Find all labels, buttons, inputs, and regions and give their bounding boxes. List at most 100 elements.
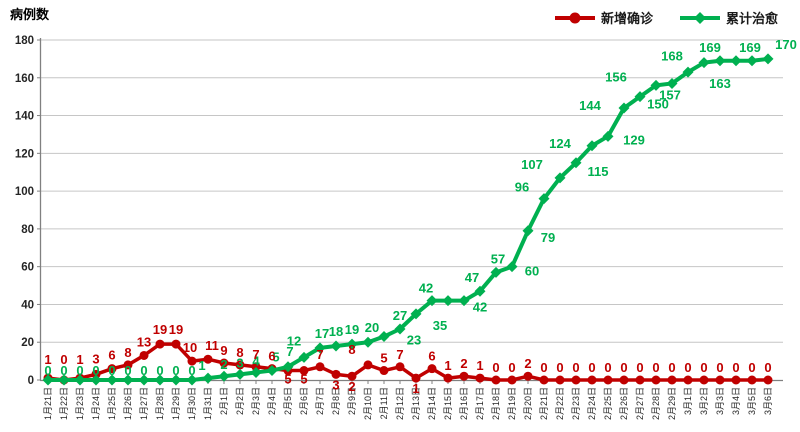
y-axis-tick-label: 20: [21, 337, 34, 349]
data-label-cumulative-cured: 0: [156, 363, 163, 378]
legend-marker-new-confirmed-icon: [554, 12, 595, 23]
data-point-marker-new-confirmed: [651, 375, 661, 385]
data-label-cumulative-cured: 0: [172, 363, 179, 378]
data-label-new-confirmed: 1: [76, 352, 83, 367]
chart-title: 病例数: [10, 7, 50, 22]
legend-label-cumulative-cured: 累计治愈: [725, 11, 778, 26]
data-label-cumulative-cured: 4: [252, 353, 260, 368]
x-axis-tick-label: 2月1日: [219, 387, 229, 415]
data-label-new-confirmed: 0: [588, 360, 595, 375]
data-point-marker-cumulative-cured: [170, 374, 182, 386]
x-axis-tick-label: 3月5日: [747, 387, 757, 415]
data-label-cumulative-cured: 144: [579, 98, 601, 113]
data-point-marker-cumulative-cured: [602, 130, 614, 142]
data-label-cumulative-cured: 42: [473, 300, 487, 315]
data-label-new-confirmed: 2: [460, 356, 467, 371]
data-point-marker-new-confirmed: [427, 364, 437, 374]
data-point-marker-cumulative-cured: [346, 338, 358, 350]
data-point-marker-new-confirmed: [379, 366, 389, 376]
x-axis-tick-label: 2月24日: [587, 387, 597, 420]
data-label-new-confirmed: 1: [412, 381, 419, 396]
data-point-marker-new-confirmed: [139, 350, 149, 360]
data-label-cumulative-cured: 0: [188, 363, 195, 378]
data-point-marker-cumulative-cured: [106, 374, 118, 386]
data-point-marker-cumulative-cured: [42, 374, 54, 386]
data-label-new-confirmed: 0: [620, 360, 627, 375]
data-label-new-confirmed: 1: [444, 358, 451, 373]
data-point-marker-cumulative-cured: [490, 266, 502, 278]
x-axis-tick-label: 2月5日: [283, 387, 293, 415]
data-label-new-confirmed: 0: [540, 360, 547, 375]
x-axis-tick-label: 2月8日: [331, 387, 341, 415]
data-point-marker-new-confirmed: [395, 362, 405, 372]
legend-item-new-confirmed: 新增确诊: [554, 8, 653, 27]
data-point-marker-cumulative-cured: [618, 102, 630, 114]
x-axis-tick-label: 3月6日: [763, 387, 773, 415]
data-point-marker-cumulative-cured: [762, 53, 774, 65]
x-axis-tick-label: 2月14日: [427, 387, 437, 420]
data-point-marker-new-confirmed: [683, 375, 693, 385]
x-axis-tick-label: 1月25日: [107, 387, 117, 420]
data-label-new-confirmed: 6: [108, 348, 115, 363]
data-label-new-confirmed: 0: [60, 352, 67, 367]
data-label-cumulative-cured: 0: [44, 363, 51, 378]
data-point-marker-new-confirmed: [507, 375, 517, 385]
data-label-new-confirmed: 5: [300, 372, 307, 387]
data-label-cumulative-cured: 0: [92, 363, 99, 378]
data-point-marker-cumulative-cured: [234, 368, 246, 380]
x-axis-tick-label: 2月13日: [411, 387, 421, 420]
data-label-new-confirmed: 2: [348, 379, 355, 394]
data-label-new-confirmed: 0: [556, 360, 563, 375]
x-axis-tick-label: 1月29日: [171, 387, 181, 420]
data-label-new-confirmed: 11: [205, 338, 219, 353]
data-label-cumulative-cured: 47: [465, 270, 479, 285]
chart-legend: 新增确诊 累计治愈: [554, 8, 778, 27]
data-point-marker-cumulative-cured: [458, 295, 470, 307]
data-point-marker-new-confirmed: [491, 375, 501, 385]
x-axis-tick-label: 2月18日: [491, 387, 501, 420]
data-label-new-confirmed: 19: [169, 322, 183, 337]
x-axis-tick-label: 1月30日: [187, 387, 197, 420]
data-point-marker-cumulative-cured: [474, 285, 486, 297]
data-label-cumulative-cured: 57: [491, 251, 505, 266]
data-label-new-confirmed: 6: [428, 349, 435, 364]
x-axis-tick-label: 1月22日: [59, 387, 69, 420]
y-axis-tick-label: 100: [15, 186, 34, 198]
data-label-cumulative-cured: 169: [739, 40, 761, 55]
data-point-marker-cumulative-cured: [714, 55, 726, 67]
data-label-new-confirmed: 7: [252, 347, 259, 362]
data-label-new-confirmed: 0: [604, 360, 611, 375]
data-label-new-confirmed: 8: [348, 342, 355, 357]
data-label-cumulative-cured: 168: [661, 49, 683, 64]
x-axis-tick-label: 2月25日: [603, 387, 613, 420]
data-point-marker-new-confirmed: [555, 375, 565, 385]
data-label-new-confirmed: 19: [153, 322, 167, 337]
data-point-marker-cumulative-cured: [698, 57, 710, 69]
data-label-cumulative-cured: 0: [108, 363, 115, 378]
data-label-cumulative-cured: 27: [393, 308, 407, 323]
data-point-marker-new-confirmed: [187, 356, 197, 366]
data-point-marker-cumulative-cured: [746, 55, 758, 67]
x-axis-tick-label: 2月3日: [251, 387, 261, 415]
data-label-new-confirmed: 1: [476, 358, 483, 373]
legend-item-cumulative-cured: 累计治愈: [679, 8, 778, 27]
data-point-marker-cumulative-cured: [586, 140, 598, 152]
data-label-cumulative-cured: 115: [588, 164, 609, 179]
data-point-marker-cumulative-cured: [570, 157, 582, 169]
x-axis-tick-label: 1月27日: [139, 387, 149, 420]
data-label-new-confirmed: 5: [380, 351, 387, 366]
data-point-marker-new-confirmed: [635, 375, 645, 385]
data-label-new-confirmed: 1: [44, 352, 51, 367]
data-point-marker-new-confirmed: [539, 375, 549, 385]
data-point-marker-new-confirmed: [331, 369, 341, 379]
data-point-marker-new-confirmed: [747, 375, 757, 385]
data-point-marker-new-confirmed: [443, 373, 453, 383]
x-axis-tick-label: 2月28日: [651, 387, 661, 420]
data-label-cumulative-cured: 0: [140, 363, 147, 378]
data-label-new-confirmed: 3: [92, 351, 99, 366]
data-label-new-confirmed: 0: [684, 360, 691, 375]
data-point-marker-new-confirmed: [107, 364, 117, 374]
data-point-marker-new-confirmed: [571, 375, 581, 385]
